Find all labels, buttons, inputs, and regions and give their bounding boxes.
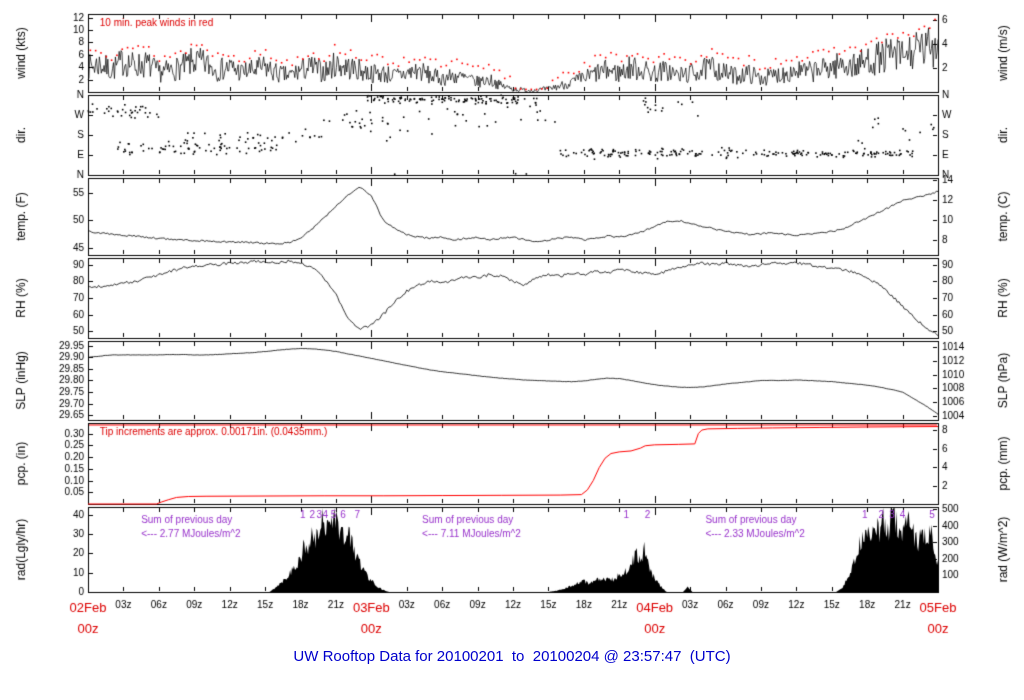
chart-title: UW Rooftop Data for 20100201 to 20100204… xyxy=(293,648,731,665)
multipanel-weather-chart xyxy=(0,0,1024,640)
